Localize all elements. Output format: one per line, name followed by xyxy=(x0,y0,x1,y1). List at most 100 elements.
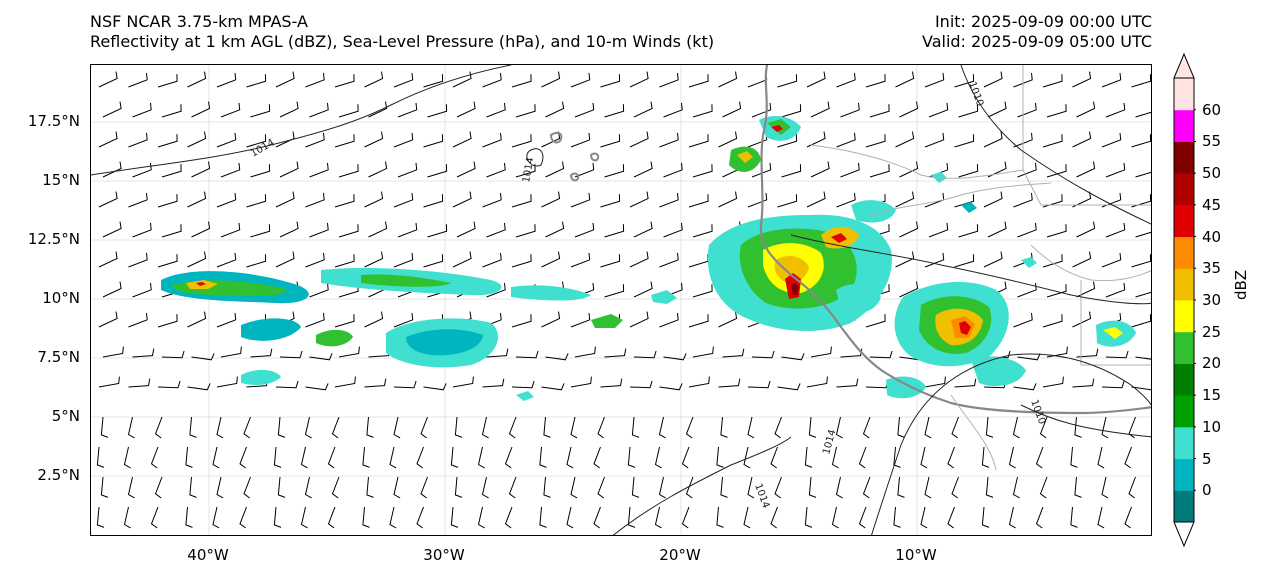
wind-barb xyxy=(189,416,197,438)
wind-barb xyxy=(304,476,312,499)
wind-barb xyxy=(189,476,197,498)
colorbar-tick-label: 60 xyxy=(1202,100,1222,119)
wind-barb xyxy=(397,162,418,178)
wind-barb xyxy=(1135,291,1151,298)
wind-barb xyxy=(1076,281,1096,298)
wind-barb xyxy=(511,314,532,328)
colorbar xyxy=(1173,52,1196,548)
wind-barb xyxy=(570,312,591,328)
wind-barb xyxy=(338,164,359,178)
isobar-1010 xyxy=(960,65,1151,225)
wind-barb xyxy=(150,506,159,529)
isobar-label: 1014 xyxy=(249,137,277,159)
wind-barb xyxy=(836,72,856,88)
wind-barb xyxy=(895,131,915,148)
x-tick-label: 30°W xyxy=(423,546,465,564)
wind-barb xyxy=(150,446,159,469)
wind-barb xyxy=(722,348,745,358)
wind-barb xyxy=(305,252,325,268)
wind-barb xyxy=(808,476,817,498)
wind-barb xyxy=(364,71,384,88)
wind-barb xyxy=(1042,134,1063,148)
wind-barb xyxy=(770,506,778,529)
wind-barb xyxy=(1017,102,1037,118)
wind-barb xyxy=(220,162,241,178)
wind-barb xyxy=(246,134,267,148)
wind-barb xyxy=(1072,251,1092,268)
wind-barb xyxy=(1013,383,1037,391)
wind-barb xyxy=(334,194,355,208)
wind-barb xyxy=(275,131,295,148)
isobar-1010 xyxy=(1020,404,1151,438)
wind-barb xyxy=(1131,74,1151,88)
wind-barb xyxy=(338,104,359,118)
wind-barb xyxy=(154,416,163,439)
wind-barb xyxy=(127,476,135,499)
wind-barb xyxy=(722,101,742,118)
wind-barb xyxy=(98,131,118,148)
wind-barb xyxy=(454,416,463,438)
wind-barb xyxy=(393,312,414,328)
wind-barb xyxy=(515,104,536,118)
wind-barb xyxy=(633,161,653,178)
wind-barb xyxy=(947,506,955,529)
wind-barb xyxy=(452,131,472,148)
coastline xyxy=(759,65,1151,415)
wind-barb xyxy=(423,134,444,148)
wind-barb xyxy=(720,416,728,438)
wind-barb xyxy=(600,378,623,388)
wind-barb xyxy=(987,101,1007,118)
wind-barb xyxy=(570,376,592,388)
wind-barb xyxy=(275,380,299,389)
colorbar-segment xyxy=(1174,395,1194,428)
wind-barb xyxy=(654,506,662,529)
wind-barb xyxy=(368,101,388,118)
wind-barb xyxy=(629,71,649,88)
wind-barb xyxy=(659,72,679,88)
wind-barb xyxy=(191,353,215,361)
wind-barb xyxy=(954,194,975,208)
wind-barb xyxy=(685,476,694,499)
wind-barb xyxy=(216,376,238,388)
colorbar-segment xyxy=(1174,490,1194,523)
wind-barb xyxy=(692,284,713,298)
wind-barb xyxy=(273,506,282,528)
wind-barb xyxy=(220,102,241,118)
wind-barb xyxy=(751,102,772,118)
wind-barb xyxy=(331,476,340,499)
wind-barb xyxy=(477,446,485,469)
wind-barb xyxy=(1013,192,1033,208)
colorbar-segment xyxy=(1174,268,1194,301)
wind-barb xyxy=(1039,476,1048,499)
wind-barb xyxy=(539,506,547,528)
reflectivity-cell xyxy=(516,391,534,401)
y-tick-label: 15°N xyxy=(42,171,80,189)
isobar-1014 xyxy=(612,436,792,535)
isobar-1014 xyxy=(526,148,544,167)
wind-barb xyxy=(427,104,448,118)
reflectivity-cell xyxy=(361,274,451,287)
wind-barb xyxy=(688,254,709,268)
wind-barb xyxy=(570,192,591,208)
wind-barb xyxy=(954,254,975,268)
wind-barb xyxy=(858,506,867,529)
wind-barb xyxy=(593,506,601,529)
wind-barb xyxy=(897,416,905,438)
wind-barb xyxy=(658,476,666,499)
wind-barb xyxy=(808,416,817,438)
wind-barb xyxy=(899,101,919,118)
chart-title-left: NSF NCAR 3.75-km MPAS-A Reflectivity at … xyxy=(90,12,714,52)
x-tick-label: 40°W xyxy=(187,546,229,564)
wind-barb xyxy=(427,164,448,178)
wind-barb xyxy=(1135,171,1151,178)
wind-barb xyxy=(958,104,979,118)
wind-barb xyxy=(1017,282,1037,298)
wind-barb xyxy=(924,252,945,268)
wind-barb xyxy=(161,224,182,238)
wind-barb xyxy=(305,383,329,391)
wind-barb xyxy=(781,104,802,118)
wind-barb xyxy=(777,194,798,208)
wind-barb xyxy=(1101,416,1109,439)
wind-barb xyxy=(187,383,211,391)
wind-barb xyxy=(364,311,384,328)
